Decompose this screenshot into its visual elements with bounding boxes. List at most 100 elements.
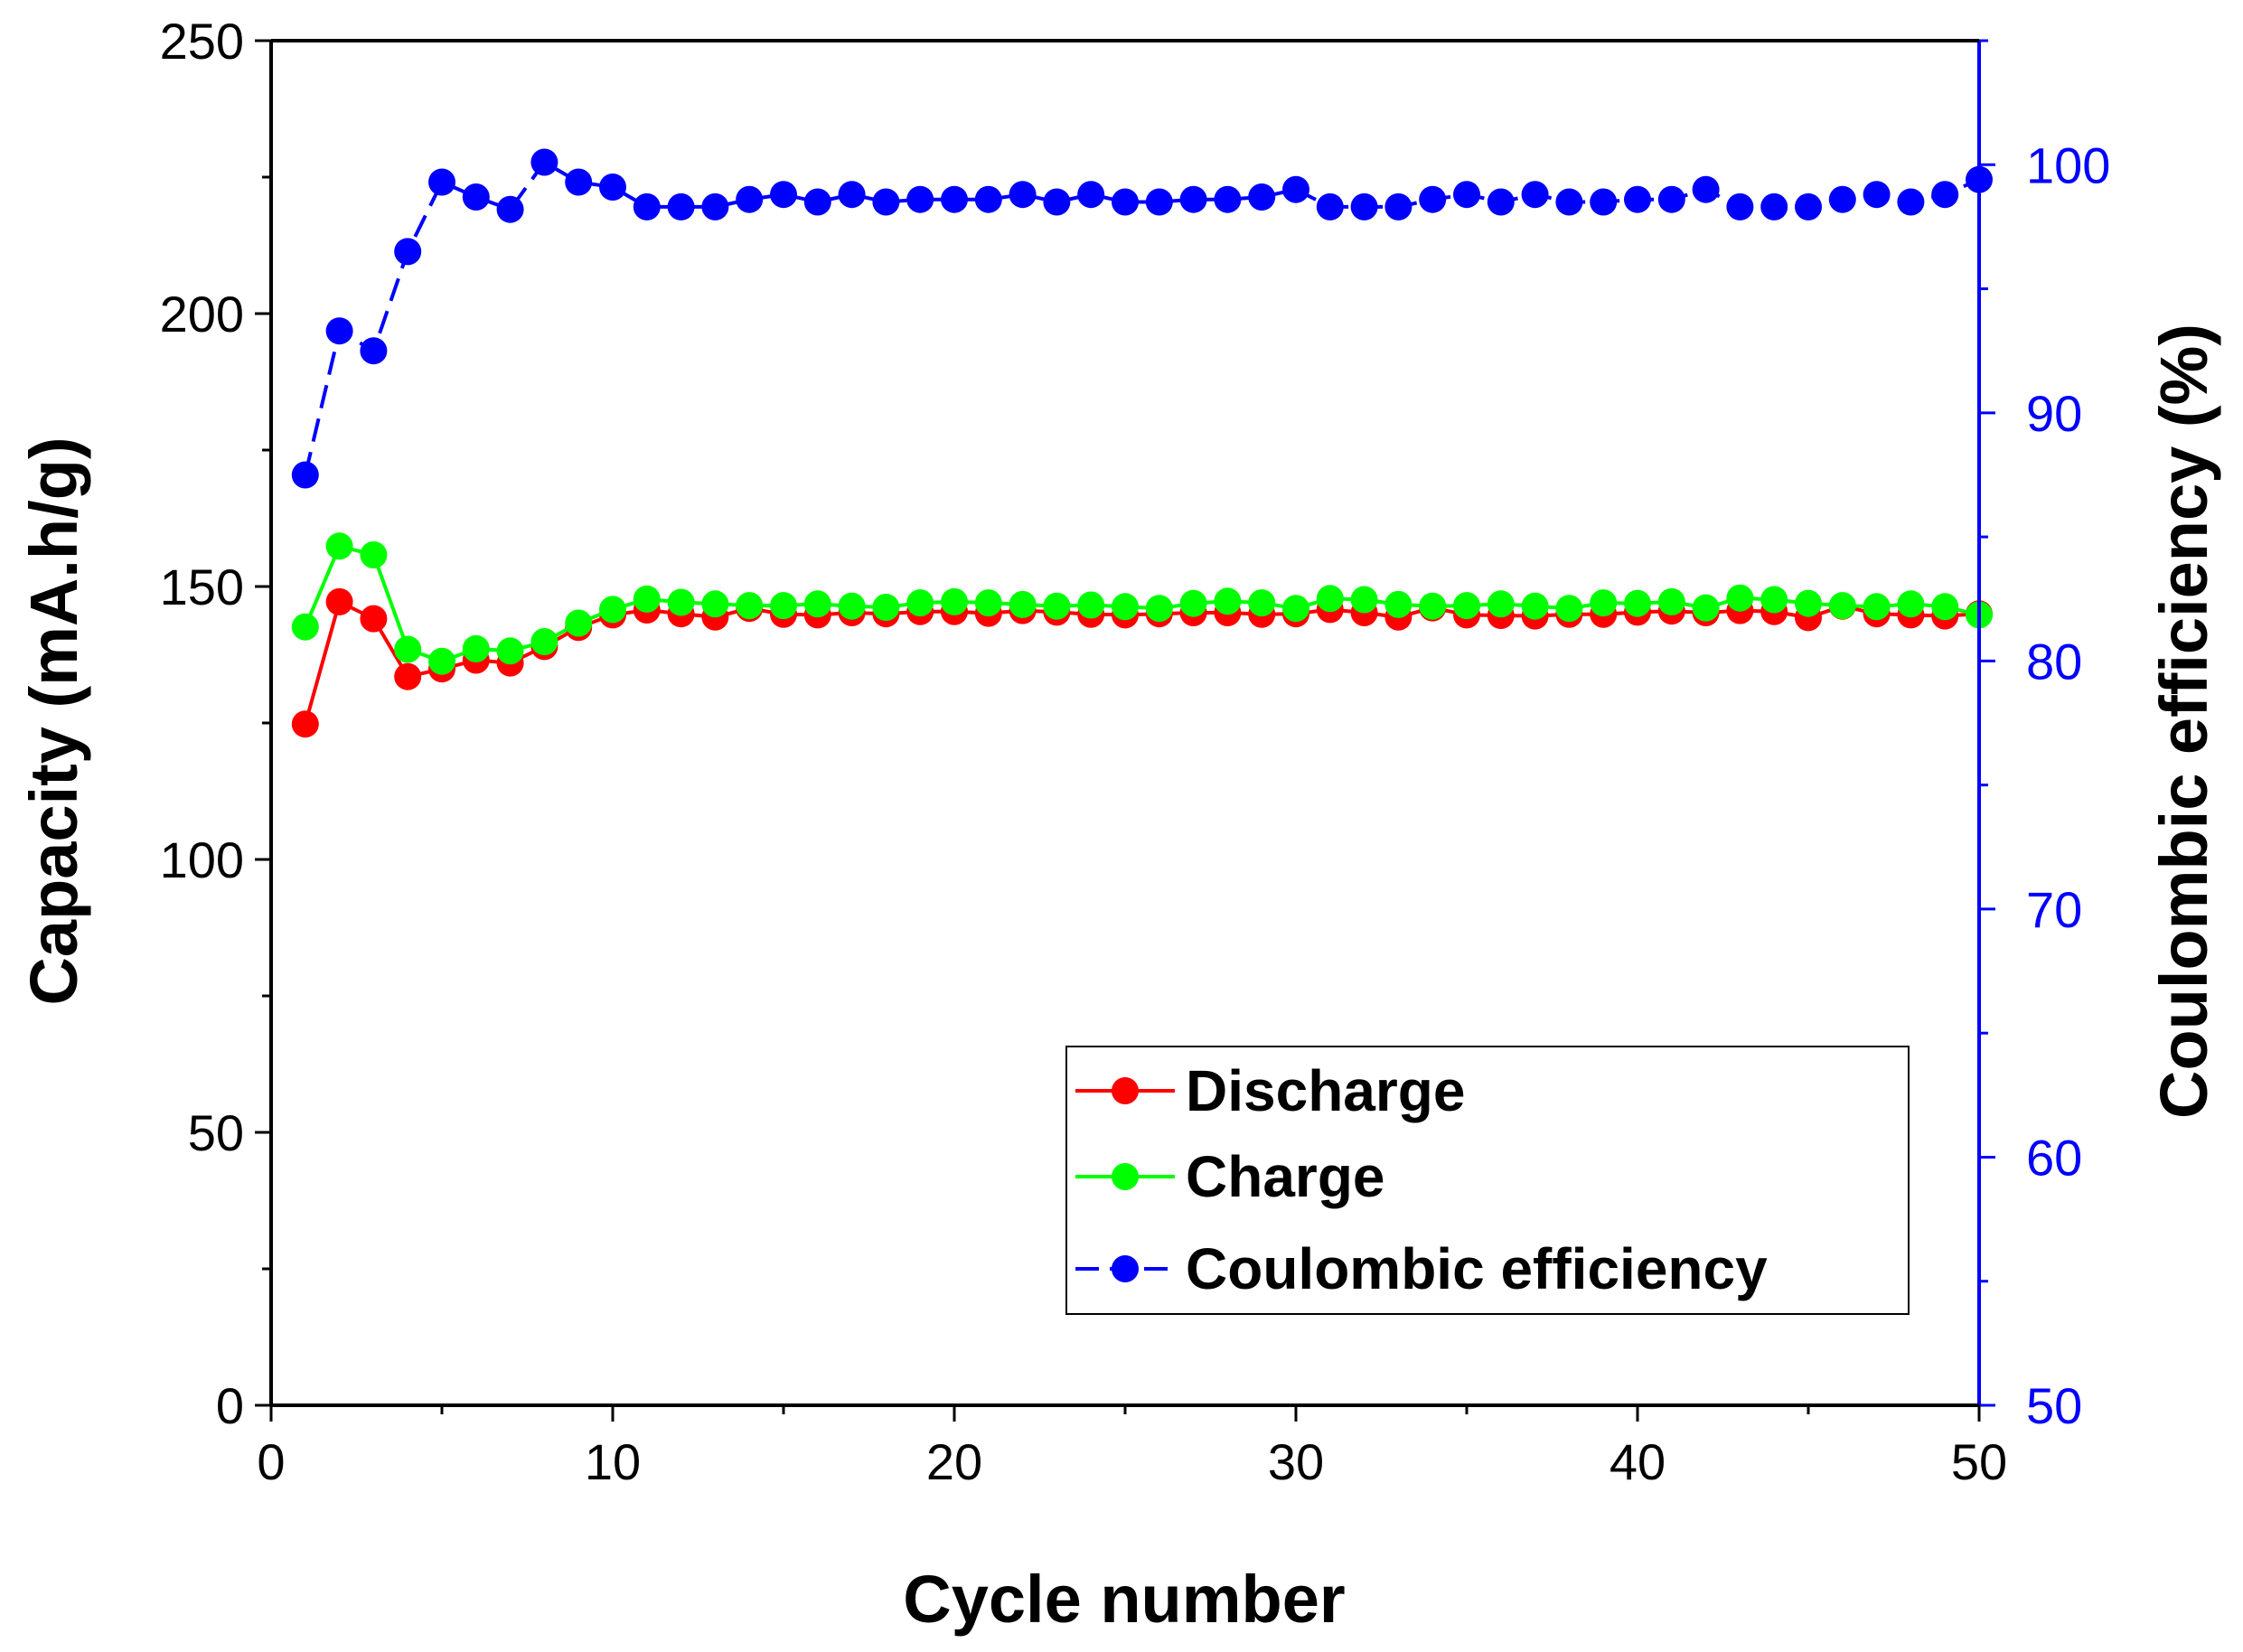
data-point bbox=[1384, 590, 1412, 618]
data-point bbox=[1863, 593, 1891, 621]
data-point bbox=[1521, 592, 1549, 620]
data-point bbox=[770, 592, 797, 620]
y2-tick-label: 60 bbox=[2026, 1129, 2082, 1186]
data-point bbox=[428, 168, 455, 196]
data-point bbox=[291, 710, 319, 738]
data-point bbox=[941, 587, 968, 615]
data-point bbox=[360, 605, 388, 633]
data-point bbox=[1760, 192, 1788, 221]
plot-area bbox=[291, 148, 1993, 738]
data-point bbox=[394, 662, 422, 690]
data-point bbox=[1726, 584, 1754, 612]
data-point bbox=[974, 589, 1002, 617]
y-axis-title: Capacity (mA.h/g) bbox=[16, 436, 91, 1005]
y-tick-label: 0 bbox=[216, 1377, 244, 1434]
data-point bbox=[941, 185, 968, 213]
data-point bbox=[1350, 586, 1378, 614]
data-point bbox=[565, 168, 593, 196]
data-point bbox=[1043, 592, 1071, 620]
data-point bbox=[325, 317, 353, 345]
data-point bbox=[667, 588, 695, 616]
data-point bbox=[1419, 185, 1447, 213]
data-point bbox=[633, 585, 661, 613]
data-point bbox=[803, 590, 831, 618]
data-point bbox=[1657, 185, 1685, 213]
data-point bbox=[838, 592, 866, 620]
data-point bbox=[974, 185, 1002, 213]
data-point bbox=[1726, 192, 1754, 221]
data-point bbox=[1555, 595, 1583, 623]
x-tick-label: 10 bbox=[585, 1433, 641, 1490]
data-point bbox=[1521, 181, 1549, 209]
data-point bbox=[1828, 592, 1856, 620]
data-point bbox=[803, 188, 831, 216]
data-point bbox=[1897, 188, 1925, 216]
data-point bbox=[462, 634, 490, 662]
x-tick-label: 0 bbox=[257, 1433, 285, 1490]
data-point bbox=[1555, 188, 1583, 216]
data-point bbox=[291, 613, 319, 641]
y-tick-label: 250 bbox=[160, 13, 244, 70]
data-point bbox=[1590, 589, 1618, 617]
data-point bbox=[325, 532, 353, 560]
data-point bbox=[1112, 188, 1139, 216]
legend-marker bbox=[1112, 1077, 1139, 1104]
data-point bbox=[1931, 593, 1959, 621]
data-point bbox=[496, 195, 524, 223]
data-point bbox=[1692, 175, 1720, 203]
data-point bbox=[1214, 587, 1242, 615]
data-point bbox=[325, 587, 353, 615]
data-point bbox=[1453, 181, 1480, 209]
data-point bbox=[1487, 590, 1515, 618]
y2-tick-label: 90 bbox=[2026, 385, 2082, 442]
data-point bbox=[1590, 188, 1618, 216]
data-point bbox=[1316, 585, 1344, 613]
data-point bbox=[770, 181, 797, 209]
data-point bbox=[599, 174, 626, 201]
data-point bbox=[428, 647, 455, 675]
left-axis: 0 50 100 150 200 250 bbox=[160, 13, 273, 1434]
data-point bbox=[1112, 593, 1139, 621]
data-point bbox=[1760, 586, 1788, 614]
data-point bbox=[1248, 589, 1276, 617]
data-point bbox=[872, 188, 900, 216]
data-point bbox=[1795, 192, 1822, 221]
data-point bbox=[291, 461, 319, 489]
data-point bbox=[1009, 590, 1037, 618]
data-point bbox=[1145, 188, 1173, 216]
data-point bbox=[1931, 181, 1959, 209]
data-point bbox=[736, 592, 764, 620]
legend: Discharge Charge Coulombic efficiency bbox=[1065, 1046, 1910, 1315]
x-tick-label: 40 bbox=[1610, 1433, 1666, 1490]
legend-label: Discharge bbox=[1186, 1058, 1465, 1123]
y-tick-label: 50 bbox=[188, 1104, 244, 1161]
data-point bbox=[360, 541, 388, 568]
data-point bbox=[530, 148, 558, 176]
x-axis-title: Cycle number bbox=[903, 1562, 1345, 1637]
right-axis: 50 60 70 80 90 100 bbox=[1977, 39, 2110, 1434]
data-point bbox=[1897, 590, 1925, 618]
data-point bbox=[1077, 181, 1105, 209]
data-point bbox=[701, 590, 729, 618]
data-point bbox=[1863, 181, 1891, 209]
data-point bbox=[1248, 183, 1276, 211]
data-point bbox=[1795, 589, 1822, 617]
data-point bbox=[1487, 188, 1515, 216]
data-point bbox=[701, 192, 729, 221]
y-tick-label: 200 bbox=[160, 286, 244, 343]
data-point bbox=[736, 185, 764, 213]
legend-box bbox=[1065, 1046, 1910, 1315]
y-tick-label: 150 bbox=[160, 558, 244, 615]
data-point bbox=[1077, 591, 1105, 619]
data-point bbox=[1453, 592, 1480, 620]
x-tick-label: 50 bbox=[1951, 1433, 2007, 1490]
data-point bbox=[394, 635, 422, 663]
y2-tick-label: 100 bbox=[2026, 136, 2110, 193]
data-point bbox=[599, 596, 626, 624]
data-point bbox=[838, 181, 866, 209]
data-point bbox=[360, 337, 388, 365]
y2-tick-label: 70 bbox=[2026, 881, 2082, 938]
legend-label: Charge bbox=[1186, 1144, 1385, 1209]
legend-marker bbox=[1112, 1255, 1139, 1282]
data-point bbox=[1384, 192, 1412, 221]
